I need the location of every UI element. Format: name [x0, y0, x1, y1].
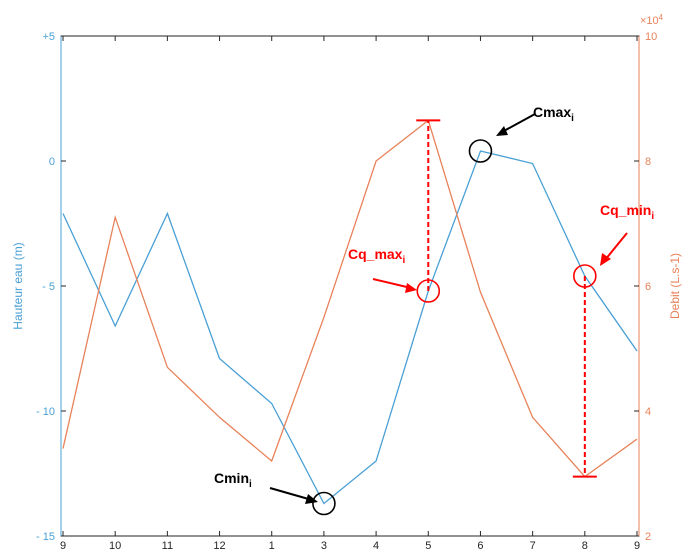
plot-frame: [60, 35, 640, 537]
right-tick-label: 2: [645, 531, 651, 543]
label-cq-max-main: Cq_max: [348, 246, 403, 262]
left-axis-title: Hauteur eau (m): [11, 242, 25, 329]
x-tick-label: 7: [530, 540, 536, 552]
right-axis: 2 4 6 8 10: [634, 31, 657, 543]
x-axis: 9 10 11 12 1 3 4 5 6 7 8 9: [60, 36, 640, 552]
highlight-circle: [416, 279, 441, 303]
arrow-cq-min-head: [600, 253, 611, 266]
left-axis: +5 0 - 5 - 10 - 15: [36, 31, 66, 543]
x-tick-label: 8: [582, 540, 588, 552]
label-cmin-sub: i: [249, 479, 252, 490]
highlight-circle: [573, 264, 597, 288]
label-cmax-main: Cmax: [533, 104, 571, 120]
x-tick-label: 12: [213, 540, 225, 552]
left-tick-label: +5: [42, 31, 55, 43]
arrow-cmin-head: [305, 494, 318, 504]
label-cq-min: Cq_mini: [600, 202, 654, 222]
label-cq-min-main: Cq_min: [600, 202, 651, 218]
x-tick-label: 3: [321, 540, 327, 552]
right-tick-label: 6: [645, 281, 651, 293]
series-layer: [62, 119, 638, 505]
label-cmin: Cmini: [214, 470, 252, 490]
arrow-cq-max: [372, 278, 412, 289]
right-axis-exponent-power: 4: [659, 13, 664, 22]
left-tick-label: 0: [49, 156, 55, 168]
left-tick-label: - 10: [36, 406, 55, 418]
arrow-cmax: [501, 113, 536, 133]
right-axis-exponent: ×104: [640, 13, 664, 27]
label-cmax-sub: i: [571, 113, 574, 124]
pointer-arrows: [269, 113, 628, 504]
label-cmin-main: Cmin: [214, 470, 249, 486]
arrow-cq-max-head: [405, 283, 417, 293]
arrow-cq-min: [604, 232, 628, 261]
series-line-right: [62, 119, 638, 478]
right-tick-label: 4: [645, 406, 651, 418]
highlight-circle: [468, 139, 493, 163]
right-axis-title: Debit (L.s-1): [668, 253, 682, 319]
arrow-cmin: [269, 487, 313, 501]
label-cmax: Cmaxi: [533, 104, 574, 124]
series-line-left: [62, 150, 638, 505]
right-tick-label: 10: [645, 31, 657, 43]
label-cq-max: Cq_maxi: [348, 246, 405, 266]
label-cq-min-sub: i: [651, 211, 654, 222]
annotation-layer: [312, 119, 597, 516]
highlight-circle: [312, 491, 336, 516]
x-tick-label: 11: [162, 540, 173, 552]
x-tick-label: 1: [269, 540, 275, 552]
x-tick-label: 9: [634, 540, 640, 552]
x-tick-label: 9: [60, 540, 66, 552]
x-tick-label: 6: [477, 540, 483, 552]
left-tick-label: - 5: [42, 281, 55, 293]
arrow-cmax-head: [496, 126, 508, 136]
x-tick-label: 10: [109, 540, 121, 552]
right-tick-label: 8: [645, 156, 651, 168]
x-tick-label: 4: [373, 540, 379, 552]
right-axis-exponent-base: ×10: [640, 15, 659, 27]
x-tick-label: 5: [425, 540, 431, 552]
label-cq-max-sub: i: [402, 255, 405, 266]
left-tick-label: - 15: [36, 531, 55, 543]
